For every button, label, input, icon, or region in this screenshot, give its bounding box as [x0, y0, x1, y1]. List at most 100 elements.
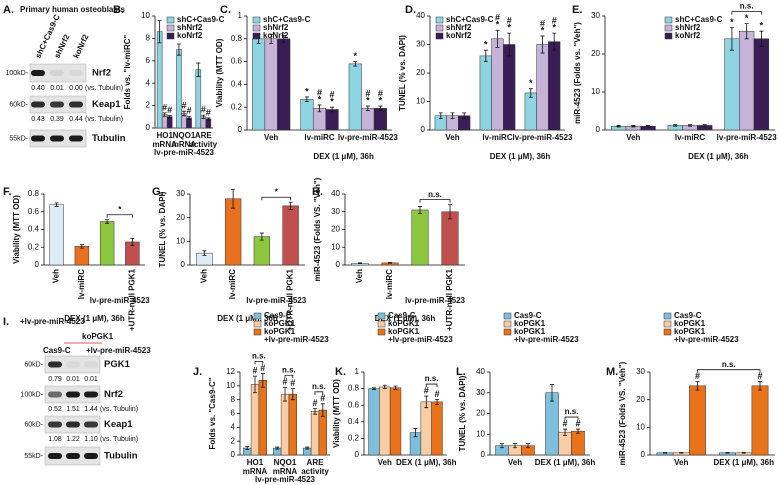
error-bar [495, 29, 500, 48]
legend-swatch [435, 32, 444, 40]
group-label: lv-pre-miR-4523 [255, 475, 316, 484]
error-bar [528, 88, 533, 98]
y-tick-label: 6 [231, 409, 236, 418]
x-tick-label: +UTR-null PGK1 [286, 268, 295, 331]
error-bar [269, 33, 274, 44]
bracket [254, 360, 264, 365]
legend-label: koPGK1 [674, 327, 706, 336]
error-bar [744, 23, 749, 40]
quantification: 1.51 [66, 406, 80, 413]
x-tick-label: activity [301, 467, 329, 476]
x-tick-label: +UTR-null PGK1 [445, 268, 454, 331]
y-axis-label: Viability (MTT OD) [12, 195, 21, 264]
y-axis-label: Viability (MTT OD) [332, 379, 341, 448]
legend-note: +lv-pre-miR-4523 [514, 335, 579, 344]
bar [258, 380, 267, 456]
y-tick-label: 0.4 [28, 225, 40, 234]
bar [545, 392, 559, 456]
significance-mark: # [495, 13, 500, 23]
legend-swatch [166, 32, 175, 40]
panel-label: H. [312, 186, 323, 198]
bar [325, 109, 339, 131]
y-tick-label: 10 [176, 236, 185, 245]
significance-mark: * [484, 40, 488, 50]
error-bar [259, 232, 264, 241]
legend-label: shC+Cas9-C [177, 15, 225, 24]
axis-line [246, 16, 392, 131]
error-bar [245, 446, 250, 450]
significance-mark: * [760, 21, 764, 31]
bracket-label: n.s. [565, 407, 579, 416]
size-marker: 55kD- [9, 135, 28, 142]
blot-band [31, 70, 45, 76]
x-tick-label: DEX (1 μM), 36h [535, 458, 596, 467]
legend-label: koPGK1 [674, 319, 706, 328]
blot-band [66, 391, 80, 398]
size-marker: 55kD- [24, 453, 43, 460]
size-marker: 60kD- [24, 361, 43, 368]
y-tick-label: 0.2 [348, 434, 360, 443]
quantification: 0.00 [69, 85, 83, 92]
x-tick-label: ARE [307, 458, 325, 467]
significance-mark: # [330, 90, 335, 100]
y-tick-label: 2 [231, 436, 236, 445]
y-tick-label: 6 [146, 56, 151, 65]
lane-label: koNrf2 [72, 32, 91, 59]
bar [536, 44, 549, 131]
y-axis-label: TUNEL (% vs. DAPI) [158, 191, 167, 267]
group-label: lv-pre-miR-4523 [90, 296, 151, 305]
bar [373, 108, 387, 131]
blot-band [31, 101, 45, 108]
bar [49, 204, 64, 266]
error-bar [371, 387, 376, 390]
y-tick-label: 0.2 [231, 102, 243, 111]
bar [277, 38, 291, 131]
x-tick-label: Veh [674, 458, 688, 467]
significance-mark: * [552, 22, 556, 32]
error-bar [435, 398, 440, 405]
x-axis-label: DEX (1 μM), 36h [375, 314, 436, 323]
blot-band [69, 135, 83, 142]
error-bar [725, 452, 730, 454]
y-axis-label: TUNEL (% vs. DAPI) [398, 35, 407, 111]
x-tick-label: Veh [199, 269, 208, 283]
error-bar [176, 43, 181, 56]
legend-note: +lv-pre-miR-4523 [388, 335, 453, 344]
y-tick-label: 0.8 [348, 384, 360, 393]
legend-label: shNrf2 [177, 23, 203, 32]
significance-mark: * [305, 86, 309, 96]
bar [99, 221, 115, 266]
error-bar [253, 375, 257, 394]
significance-mark: # [507, 15, 512, 25]
legend-swatch [663, 312, 672, 320]
significance-mark: # [320, 393, 325, 403]
bar [548, 41, 561, 131]
bar [195, 69, 202, 129]
error-bar [182, 110, 186, 117]
error-bar [729, 27, 734, 51]
error-bar [54, 202, 59, 207]
blot-band [66, 361, 80, 368]
y-tick-label: 0 [238, 125, 243, 134]
error-bar [526, 443, 530, 449]
significance-mark: # [312, 398, 317, 408]
error-bar [616, 125, 621, 128]
legend-label: koNrf2 [446, 31, 472, 40]
y-tick-label: 30 [416, 40, 425, 49]
size-marker: 100kD- [5, 70, 28, 77]
y-tick-label: 30 [176, 189, 185, 198]
bar [252, 38, 266, 131]
legend-label: shC+Cas9-C [446, 15, 494, 24]
y-axis-label: TUNEL (% vs. DAPI) [458, 375, 467, 451]
significance-mark: # [435, 389, 440, 399]
y-axis-label: Folds vs. "lv-miRC" [123, 34, 132, 109]
legend-label: koPGK1 [264, 319, 296, 328]
quantification-note: (vs. Tubulin) [85, 85, 123, 92]
significance-mark: # [317, 87, 322, 97]
size-marker: 60kD- [24, 421, 43, 428]
panel-label: D. [405, 4, 416, 16]
panel-label: F. [3, 186, 12, 198]
legend-swatch [377, 312, 386, 320]
error-bar [290, 388, 295, 401]
significance-mark: # [167, 105, 172, 115]
